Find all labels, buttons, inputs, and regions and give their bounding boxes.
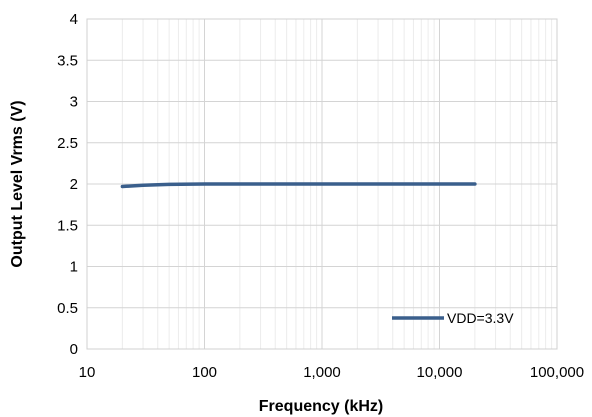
x-tick-label: 10 [79,364,96,381]
x-tick-label: 100 [192,364,217,381]
y-tick-label: 1 [70,259,78,276]
x-axis-tick-labels: 10 100 1,000 10,000 100,000 [79,364,584,381]
x-axis-title: Frequency (kHz) [259,398,383,415]
x-tick-label: 1,000 [303,364,341,381]
legend-label: VDD=3.3V [447,310,514,326]
plot-area-border [86,18,558,350]
y-tick-label: 0.5 [57,300,78,317]
x-tick-label: 10,000 [417,364,463,381]
y-axis-tick-labels: 0 0.5 1 1.5 2 2.5 3 3.5 4 [57,11,78,358]
y-tick-label: 3.5 [57,52,78,69]
legend: VDD=3.3V [392,310,514,326]
series-line [120,182,477,189]
y-axis-title: Output Level Vrms (V) [9,100,26,267]
y-tick-label: 2 [70,176,78,193]
y-tick-label: 2.5 [57,135,78,152]
x-tick-label: 100,000 [530,364,584,381]
y-tick-label: 4 [70,11,78,28]
y-tick-label: 1.5 [57,217,78,234]
y-tick-label: 0 [70,341,78,358]
y-tick-label: 3 [70,94,78,111]
series-layer [120,182,477,189]
